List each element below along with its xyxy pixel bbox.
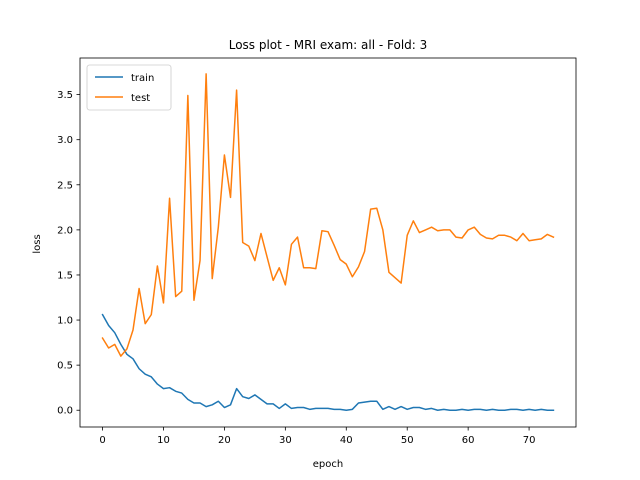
x-tick-label: 10 — [157, 435, 170, 446]
axes-frame — [79, 57, 577, 428]
y-tick-label: 0.5 — [57, 361, 73, 372]
x-axis-label: epoch — [313, 459, 343, 470]
plot-area: 0 10 20 30 40 50 60 70 0.0 0.5 1.0 1.5 2.0 2.5 3.0 3.5 t… — [57, 57, 577, 446]
x-tick-label: 70 — [523, 435, 536, 446]
y-tick-label: 1.0 — [57, 316, 73, 327]
chart-title: Loss plot - MRI exam: all - Fold: 3 — [229, 38, 428, 52]
x-tick-label: 0 — [99, 435, 105, 446]
series-line-test — [101, 73, 555, 357]
y-tick-label: 2.5 — [57, 180, 73, 191]
legend-box — [86, 64, 172, 111]
x-tick-label: 40 — [340, 435, 353, 446]
legend-label-test: test — [131, 93, 150, 104]
y-tick-label: 2.0 — [57, 225, 73, 236]
x-tick-label: 60 — [462, 435, 475, 446]
x-tick-label: 30 — [279, 435, 292, 446]
x-tick-label: 20 — [218, 435, 231, 446]
y-tick-label: 3.0 — [57, 135, 73, 146]
series-line-train — [101, 313, 555, 411]
x-tick-label: 50 — [401, 435, 414, 446]
legend-label-train: train — [131, 73, 154, 84]
y-tick-label: 0.0 — [57, 406, 73, 417]
y-axis-label: loss — [32, 234, 43, 253]
y-tick-label: 3.5 — [57, 90, 73, 101]
y-tick-label: 1.5 — [57, 270, 73, 281]
